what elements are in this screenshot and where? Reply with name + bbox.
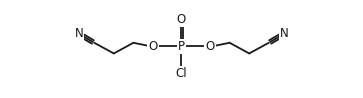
Text: P: P <box>178 40 185 53</box>
Text: O: O <box>148 40 158 53</box>
Text: O: O <box>177 13 186 26</box>
Text: Cl: Cl <box>176 67 187 80</box>
Text: N: N <box>75 27 83 40</box>
Text: N: N <box>280 27 288 40</box>
Text: O: O <box>205 40 215 53</box>
